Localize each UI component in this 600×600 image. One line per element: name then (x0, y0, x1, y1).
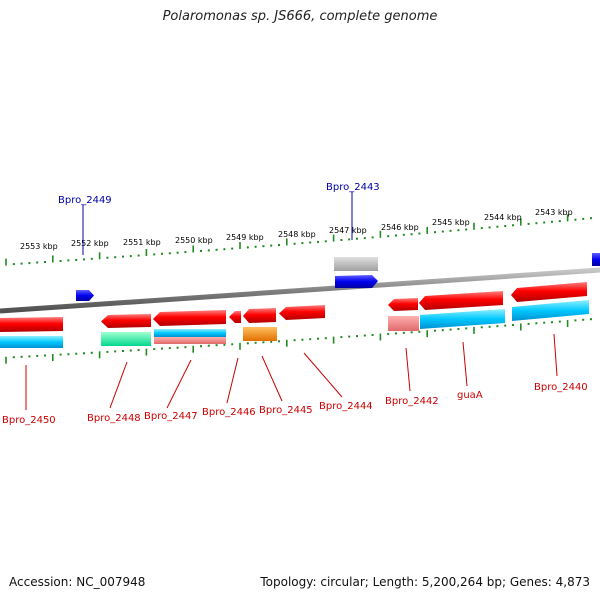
gene-label-bpro-2448[interactable]: Bpro_2448 (87, 413, 141, 424)
genome-backbone (0, 267, 600, 314)
gene-bpro-2450-shadow (0, 336, 63, 348)
gene-label-bpro-2449[interactable]: Bpro_2449 (58, 195, 112, 206)
scale-label: 2548 kbp (278, 230, 316, 239)
gene-label-bpro-2447[interactable]: Bpro_2447 (144, 411, 198, 422)
gene-label-bpro-2442[interactable]: Bpro_2442 (385, 396, 439, 407)
scale-label: 2547 kbp (329, 226, 367, 235)
scale-label: 2549 kbp (226, 233, 264, 242)
leader-bpro-2440 (553, 333, 558, 377)
accession-text: Accession: NC_007948 (9, 575, 146, 589)
gene-bpro-2445[interactable] (243, 308, 276, 323)
leader-bpro-2446 (226, 357, 239, 404)
gene-guaA-shadow (420, 309, 505, 329)
gene-bpro-2448[interactable] (101, 314, 151, 328)
gene-bpro-2450[interactable] (0, 317, 63, 332)
gene-bpro-2444[interactable] (279, 305, 325, 320)
gene-bpro-2449[interactable] (76, 290, 94, 301)
gene-label-bpro-2446[interactable]: Bpro_2446 (202, 407, 256, 418)
leader-bpro-2444 (303, 352, 343, 398)
gene-bpro-2447-shadow-a (154, 329, 226, 337)
gene-label-bpro-2443[interactable]: Bpro_2443 (326, 182, 380, 193)
gene-edge-right[interactable] (592, 253, 600, 266)
leader-guaA (462, 341, 468, 387)
gene-label-guaA[interactable]: guaA (457, 390, 483, 401)
leader-bpro-2445 (261, 355, 283, 402)
gene-bpro-2442[interactable] (388, 298, 418, 311)
gene-label-bpro-2444[interactable]: Bpro_2444 (319, 401, 373, 412)
gene-bpro-2440-shadow (512, 300, 589, 321)
scale-label: 2543 kbp (535, 208, 573, 217)
gene-bpro-2447[interactable] (153, 310, 226, 326)
map-title: Polaromonas sp. JS666, complete genome (162, 9, 438, 24)
leader-bpro-2447 (166, 359, 192, 409)
upper-scale-ticks (5, 214, 592, 266)
gene-bpro-2445-shadow (243, 327, 277, 341)
scale-label: 2546 kbp (381, 223, 419, 232)
gene-label-bpro-2445[interactable]: Bpro_2445 (259, 405, 313, 416)
leader-bpro-2448 (109, 361, 128, 409)
scale-label: 2545 kbp (432, 218, 470, 227)
lower-scale-ticks (5, 318, 592, 364)
leader-bpro-2442 (405, 347, 411, 392)
scale-label: 2551 kbp (123, 238, 161, 247)
gene-bpro-2446[interactable] (229, 311, 241, 323)
scale-label: 2552 kbp (71, 239, 109, 248)
gene-bpro-2443[interactable] (335, 275, 378, 288)
gene-bpro-2448-shadow (101, 332, 151, 346)
gene-guaA[interactable] (419, 291, 503, 310)
gene-bpro-2443-shadow (334, 257, 378, 271)
gene-bpro-2447-shadow-b (154, 337, 226, 344)
scale-label: 2553 kbp (20, 242, 58, 251)
gene-label-bpro-2440[interactable]: Bpro_2440 (534, 382, 588, 393)
gene-label-bpro-2450[interactable]: Bpro_2450 (2, 415, 56, 426)
genome-summary-text: Topology: circular; Length: 5,200,264 bp… (260, 575, 590, 589)
scale-label: 2550 kbp (175, 236, 213, 245)
scale-label: 2544 kbp (484, 213, 522, 222)
gene-bpro-2440[interactable] (511, 282, 587, 302)
gene-bpro-2442-shadow (388, 316, 419, 331)
